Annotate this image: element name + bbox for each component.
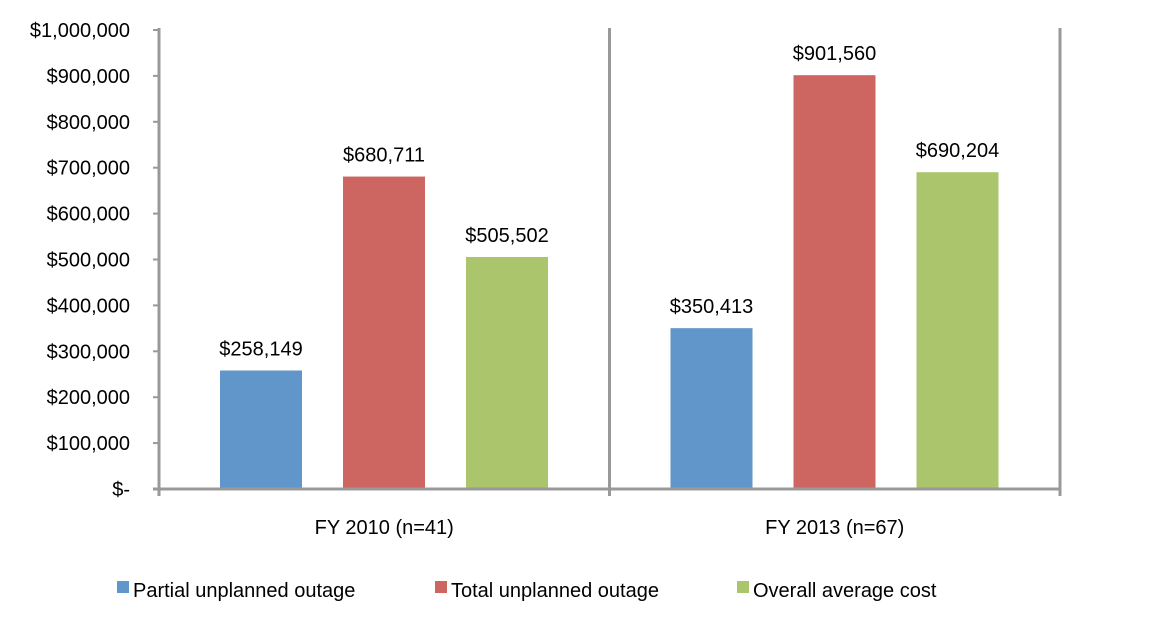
data-label: $350,413 — [670, 296, 753, 318]
legend-swatch — [737, 581, 749, 593]
bar-overall-average-cost — [916, 172, 999, 490]
y-tick-label: $200,000 — [47, 387, 130, 409]
legend-swatch — [435, 581, 447, 593]
legend-label: Total unplanned outage — [451, 580, 659, 602]
legend-swatch — [117, 581, 129, 593]
data-label: $901,560 — [793, 43, 876, 65]
y-tick-label: $400,000 — [47, 295, 130, 317]
y-tick-label: $- — [112, 479, 130, 501]
y-tick-label: $900,000 — [47, 66, 130, 88]
bar-partial-unplanned-outage — [220, 370, 302, 489]
y-tick-label: $500,000 — [47, 250, 130, 272]
y-tick-label: $800,000 — [47, 112, 130, 134]
data-label: $690,204 — [916, 140, 999, 162]
bar-total-unplanned-outage — [793, 75, 876, 489]
x-tick-label: FY 2010 (n=41) — [315, 517, 454, 539]
legend-label: Partial unplanned outage — [133, 580, 355, 602]
legend-label: Overall average cost — [753, 580, 937, 602]
y-tick-label: $700,000 — [47, 158, 130, 180]
data-label: $505,502 — [465, 225, 548, 247]
x-tick-label: FY 2013 (n=67) — [765, 517, 904, 539]
y-tick-label: $600,000 — [47, 204, 130, 226]
y-tick-label: $100,000 — [47, 433, 130, 455]
y-tick-label: $1,000,000 — [30, 20, 130, 42]
bar-partial-unplanned-outage — [670, 328, 753, 489]
data-label: $680,711 — [343, 145, 425, 167]
bar-overall-average-cost — [466, 256, 548, 489]
y-tick-label: $300,000 — [47, 341, 130, 363]
data-label: $258,149 — [219, 339, 302, 361]
bar-total-unplanned-outage — [343, 176, 425, 489]
